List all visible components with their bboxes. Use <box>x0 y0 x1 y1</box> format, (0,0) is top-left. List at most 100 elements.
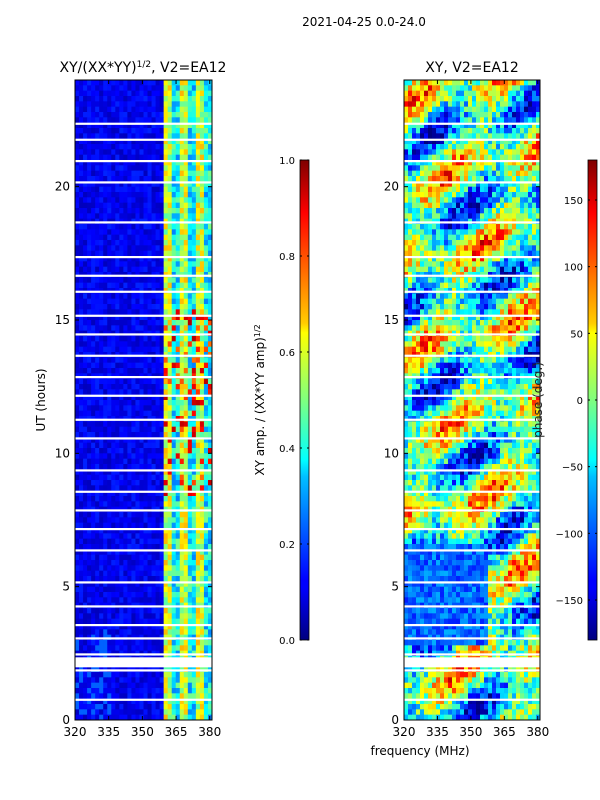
heatmap-cell <box>448 133 453 140</box>
heatmap-cell <box>175 208 181 214</box>
heatmap-cell <box>107 245 112 252</box>
heatmap-cell <box>99 208 104 214</box>
heatmap-cell <box>183 213 189 220</box>
heatmap-cell <box>83 112 88 118</box>
heatmap-cell <box>195 592 201 598</box>
heatmap-cell <box>91 282 96 289</box>
heatmap-cell <box>203 533 209 540</box>
heatmap-cell <box>207 160 213 166</box>
heatmap-cell <box>163 400 169 406</box>
heatmap-cell <box>183 698 189 705</box>
heatmap-cell <box>191 432 197 438</box>
heatmap-cell <box>95 549 100 556</box>
heatmap-cell <box>115 85 120 92</box>
heatmap-cell <box>111 640 116 646</box>
heatmap-cell <box>187 581 193 588</box>
heatmap-cell <box>131 613 136 620</box>
heatmap-cell <box>207 208 213 214</box>
heatmap-cell <box>480 112 485 118</box>
heatmap-cell <box>428 160 433 166</box>
heatmap-cell <box>191 442 197 449</box>
heatmap-cell <box>456 122 461 129</box>
heatmap-cell <box>143 469 148 476</box>
heatmap-cell <box>103 709 108 716</box>
heatmap-cell <box>179 714 185 721</box>
heatmap-cell <box>191 160 197 166</box>
heatmap-cell <box>139 293 144 300</box>
heatmap-cell <box>175 245 181 252</box>
heatmap-cell <box>171 640 177 646</box>
heatmap-cell <box>111 490 116 497</box>
heatmap-cell <box>512 117 517 124</box>
heatmap-cell <box>131 101 136 108</box>
heatmap-cell <box>187 437 193 444</box>
heatmap-cell <box>147 560 152 566</box>
heatmap-cell <box>143 672 148 678</box>
heatmap-cell <box>488 122 493 129</box>
heatmap-cell <box>107 320 112 326</box>
heatmap-cell <box>207 672 213 678</box>
heatmap-cell <box>135 533 140 540</box>
heatmap-cell <box>207 197 213 204</box>
heatmap-cell <box>75 677 80 684</box>
heatmap-cell <box>524 117 529 124</box>
heatmap-cell <box>191 293 197 300</box>
heatmap-cell <box>199 197 205 204</box>
heatmap-cell <box>207 565 213 572</box>
heatmap-cell <box>488 160 493 166</box>
heatmap-cell <box>111 618 116 625</box>
heatmap-cell <box>127 213 132 220</box>
heatmap-cell <box>139 554 144 561</box>
heatmap-cell <box>151 432 156 438</box>
heatmap-cell <box>155 149 161 156</box>
heatmap-cell <box>159 501 165 508</box>
heatmap-cell <box>428 85 433 92</box>
heatmap-cell <box>436 96 441 102</box>
heatmap-cell <box>191 410 197 417</box>
heatmap-cell <box>420 85 425 92</box>
heatmap-cell <box>111 400 116 406</box>
heatmap-cell <box>127 624 132 630</box>
heatmap-cell <box>151 474 156 481</box>
heatmap-cell <box>159 101 165 108</box>
heatmap-cell <box>207 224 213 230</box>
heatmap-cell <box>127 101 132 108</box>
heatmap-cell <box>123 101 128 108</box>
heatmap-cell <box>83 432 88 438</box>
heatmap-cell <box>163 85 169 92</box>
heatmap-cell <box>111 480 116 486</box>
heatmap-cell <box>115 176 120 182</box>
heatmap-cell <box>135 698 140 705</box>
heatmap-cell <box>504 85 509 92</box>
heatmap-cell <box>456 90 461 97</box>
heatmap-cell <box>79 480 84 486</box>
heatmap-cell <box>143 544 148 550</box>
heatmap-cell <box>536 176 541 182</box>
heatmap-cell <box>516 160 521 166</box>
heatmap-cell <box>111 368 116 374</box>
heatmap-cell <box>147 224 152 230</box>
heatmap-cell <box>416 186 421 193</box>
heatmap-cell <box>123 197 128 204</box>
heatmap-cell <box>127 90 132 97</box>
heatmap-cell <box>195 122 201 129</box>
heatmap-cell <box>412 208 417 214</box>
heatmap-cell <box>159 341 165 348</box>
heatmap-cell <box>111 464 116 470</box>
heatmap-cell <box>83 229 88 236</box>
heatmap-cell <box>131 581 136 588</box>
heatmap-cell <box>107 197 112 204</box>
heatmap-cell <box>163 133 169 140</box>
heatmap-cell <box>119 442 124 449</box>
heatmap-cell <box>123 90 128 97</box>
heatmap-cell <box>139 693 144 700</box>
heatmap-cell <box>159 128 165 134</box>
heatmap-cell <box>412 112 417 118</box>
heatmap-cell <box>199 640 205 646</box>
heatmap-cell <box>191 421 197 428</box>
heatmap-cell <box>532 122 537 129</box>
heatmap-cell <box>504 192 509 198</box>
heatmap-cell <box>151 202 156 209</box>
heatmap-cell <box>171 560 177 566</box>
heatmap-cell <box>199 96 205 102</box>
